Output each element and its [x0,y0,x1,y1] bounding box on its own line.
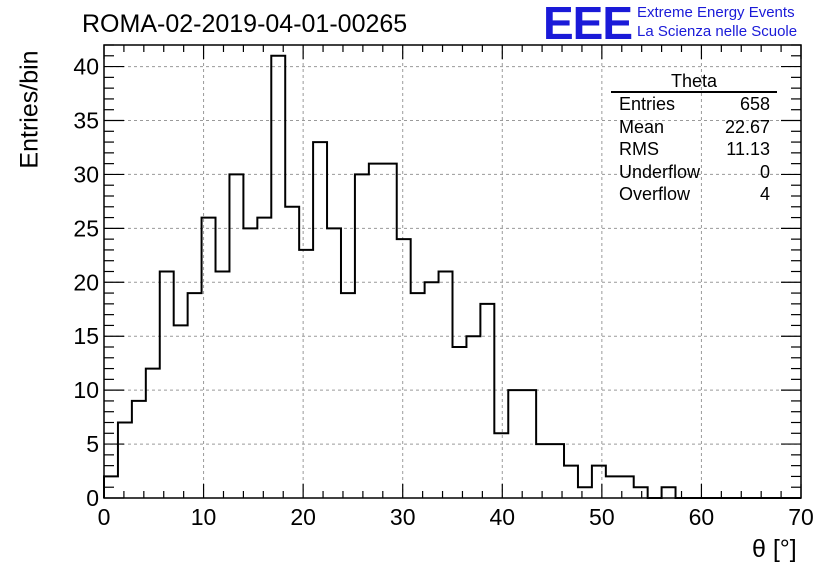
stats-value: 22.67 [724,116,770,137]
stats-row-underflow: Underflow 0 [611,161,777,184]
histogram-bar [188,293,202,498]
histogram-bar [285,207,299,498]
histogram-bar [327,228,341,498]
histogram-bar [578,487,592,498]
x-tick-label: 60 [689,504,715,530]
x-tick-label: 0 [98,504,111,530]
logo-line1: Extreme Energy Events [637,4,795,21]
x-axis-label: θ [°] [752,535,797,563]
stats-value: 0 [759,161,770,182]
stats-box-title: Theta [611,72,777,93]
stats-value: 4 [759,184,770,205]
y-axis-label: Entries/bin [15,50,44,169]
histogram-bar [592,466,606,498]
histogram-bars [103,54,801,499]
plot-frame [103,44,802,499]
histogram-bar [146,369,160,498]
histogram-bar [634,487,648,498]
histogram-bar [397,239,411,498]
stats-row-rms: RMS 11.13 [611,138,777,161]
histogram-bar [536,444,550,498]
x-tick-label: 50 [589,504,615,530]
histogram-bar [466,336,480,498]
stats-row-entries: Entries 658 [611,93,777,116]
x-tick-label: 10 [191,504,217,530]
histogram-bar [132,401,146,498]
y-tick-label: 30 [73,161,99,187]
histogram-bar [313,142,327,498]
stats-row-mean: Mean 22.67 [611,116,777,139]
stats-label: Mean [619,116,665,137]
x-tick-label: 20 [290,504,316,530]
histogram-bar [550,444,564,498]
histogram-outline [103,54,801,499]
stats-label: Underflow [619,161,701,182]
histogram-bar [564,466,578,498]
stats-row-overflow: Overflow 4 [611,183,777,206]
y-tick-label: 35 [73,108,99,134]
x-tick-label: 30 [390,504,416,530]
histogram-bar [453,347,467,498]
x-tick-label: 70 [788,504,814,530]
histogram-bar [257,218,271,498]
histogram-bar [606,476,620,498]
y-tick-label: 15 [73,323,99,349]
y-tick-label: 5 [86,431,99,457]
logo-text: Extreme Energy Events La Scienza nelle S… [637,3,797,41]
y-tick-label: 0 [86,485,99,511]
histogram-bar [118,423,132,499]
histogram-bar [383,164,397,498]
histogram-bar [662,487,676,498]
histogram-bar [216,272,230,499]
stats-label: Entries [619,94,676,114]
stats-box: Theta Entries 658 Mean 22.67 RMS 11.13 U… [611,72,777,206]
histogram-bar [494,433,508,498]
histogram-bar [174,325,188,498]
histogram-bar [271,56,285,498]
chart-title: ROMA-02-2019-04-01-00265 [82,10,408,38]
stats-value: 11.13 [726,139,770,160]
y-tick-label: 10 [73,377,99,403]
stats-label: Overflow [619,184,691,205]
histogram-bar [439,272,453,499]
stats-value: 658 [739,94,770,114]
stats-label: RMS [619,139,659,160]
histogram-bar [369,164,383,498]
y-tick-label: 25 [73,215,99,241]
eee-logo: EEE [543,0,633,49]
y-tick-label: 40 [73,54,99,80]
histogram-bar [160,272,174,499]
histogram-bar [299,250,313,498]
histogram-bar [480,304,494,498]
y-tick-label: 20 [73,269,99,295]
logo-line2: La Scienza nelle Scuole [637,23,798,40]
x-tick-label: 40 [489,504,515,530]
histogram-bar [411,293,425,498]
histogram-bar [341,293,355,498]
histogram-bar [243,228,257,498]
